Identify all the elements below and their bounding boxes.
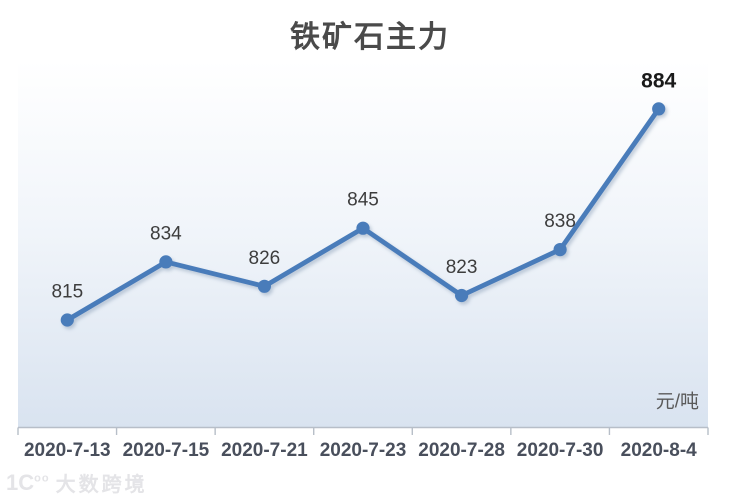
data-point [159, 255, 173, 269]
x-axis-label: 2020-7-15 [123, 440, 210, 461]
chart-title: 铁矿石主力 [290, 21, 450, 54]
x-axis-label: 2020-7-21 [221, 440, 308, 461]
watermark-text: 大数跨境 [55, 474, 148, 496]
data-point [652, 102, 666, 116]
data-point [257, 279, 271, 293]
data-label: 838 [544, 211, 576, 232]
data-point [60, 313, 74, 327]
data-point [356, 221, 370, 235]
data-label: 826 [249, 248, 281, 269]
x-axis-label: 2020-7-28 [418, 440, 505, 461]
data-label: 815 [51, 282, 83, 303]
series-group [60, 102, 666, 327]
watermark: 1Coo 大数跨境 [6, 468, 148, 497]
x-axis-label: 2020-8-4 [621, 440, 697, 461]
unit-label: 元/吨 [656, 391, 699, 413]
x-axis-label: 2020-7-13 [24, 440, 111, 461]
data-label: 834 [150, 223, 182, 244]
watermark-logo-icon: 1Coo [6, 469, 50, 495]
data-point [455, 288, 469, 303]
x-axis-label: 2020-7-30 [517, 440, 604, 461]
data-label: 884 [641, 69, 676, 92]
plot-area [18, 60, 708, 427]
data-point [553, 243, 567, 257]
data-label: 823 [446, 257, 478, 278]
data-label: 845 [347, 190, 379, 211]
x-axis-label: 2020-7-23 [320, 440, 407, 461]
